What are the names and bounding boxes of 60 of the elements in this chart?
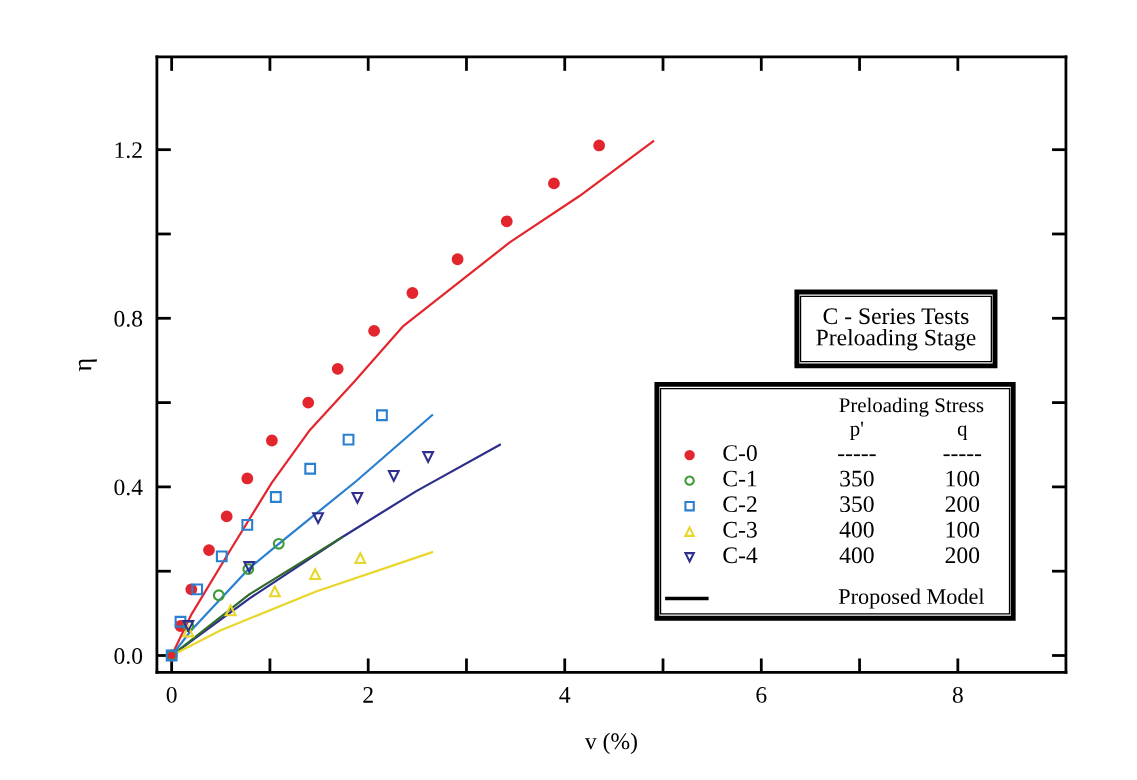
y-axis-title: η xyxy=(78,359,97,372)
annotation: ----- xyxy=(943,454,982,457)
y-tick-label: 0.0 xyxy=(114,647,143,665)
annotation: ----- xyxy=(838,454,876,457)
point xyxy=(342,433,355,446)
annotation: q xyxy=(957,425,968,440)
point xyxy=(593,139,606,152)
point xyxy=(220,510,233,523)
point xyxy=(241,518,254,531)
y-tick-label: 0.4 xyxy=(114,479,143,496)
point xyxy=(174,615,187,628)
point xyxy=(272,537,285,550)
x-tick-label: 2 xyxy=(363,687,373,703)
annotation: 400 xyxy=(839,547,874,564)
point xyxy=(387,470,400,482)
point xyxy=(241,472,254,485)
annotation: 200 xyxy=(945,496,980,513)
annotation: C - Series Tests Preloading Stage xyxy=(816,308,976,351)
point xyxy=(304,462,317,475)
x-tick-label: 6 xyxy=(756,687,767,703)
point xyxy=(500,215,513,228)
legend-label: C-4 xyxy=(723,547,758,564)
annotation: 100 xyxy=(946,521,980,538)
point xyxy=(406,287,419,299)
point xyxy=(215,550,228,563)
point xyxy=(351,491,364,504)
point xyxy=(203,544,215,557)
legend-label: C-3 xyxy=(723,521,757,538)
point xyxy=(224,604,237,617)
legend-label: C-0 xyxy=(723,445,757,462)
point xyxy=(265,434,278,447)
legend-label: C-2 xyxy=(723,496,757,513)
y-tick-label: 0.8 xyxy=(114,310,143,327)
point xyxy=(269,491,282,503)
point xyxy=(182,625,195,638)
point xyxy=(548,177,560,190)
point xyxy=(212,589,225,602)
legend-label: C-1 xyxy=(723,470,757,487)
annotation: 400 xyxy=(839,521,874,538)
x-axis-title: v (%) xyxy=(584,732,637,755)
point xyxy=(191,583,204,596)
point xyxy=(376,409,388,422)
point xyxy=(368,325,380,337)
annotation: 350 xyxy=(840,496,874,513)
point xyxy=(331,362,344,375)
annotation: Proposed Model xyxy=(838,588,985,609)
y-tick-label: 1.2 xyxy=(115,142,142,159)
point xyxy=(354,552,367,565)
point xyxy=(302,396,315,409)
annotation: 100 xyxy=(946,470,980,487)
x-tick-label: 0 xyxy=(166,686,177,703)
point xyxy=(309,568,322,581)
point xyxy=(268,585,281,598)
annotation: 350 xyxy=(840,470,874,487)
point xyxy=(451,253,464,266)
annotation: p' xyxy=(850,421,864,440)
x-tick-label: 4 xyxy=(559,687,571,703)
x-tick-label: 8 xyxy=(952,686,963,703)
annotation: 200 xyxy=(945,547,980,564)
legend-title: Preloading Stress xyxy=(839,397,984,417)
